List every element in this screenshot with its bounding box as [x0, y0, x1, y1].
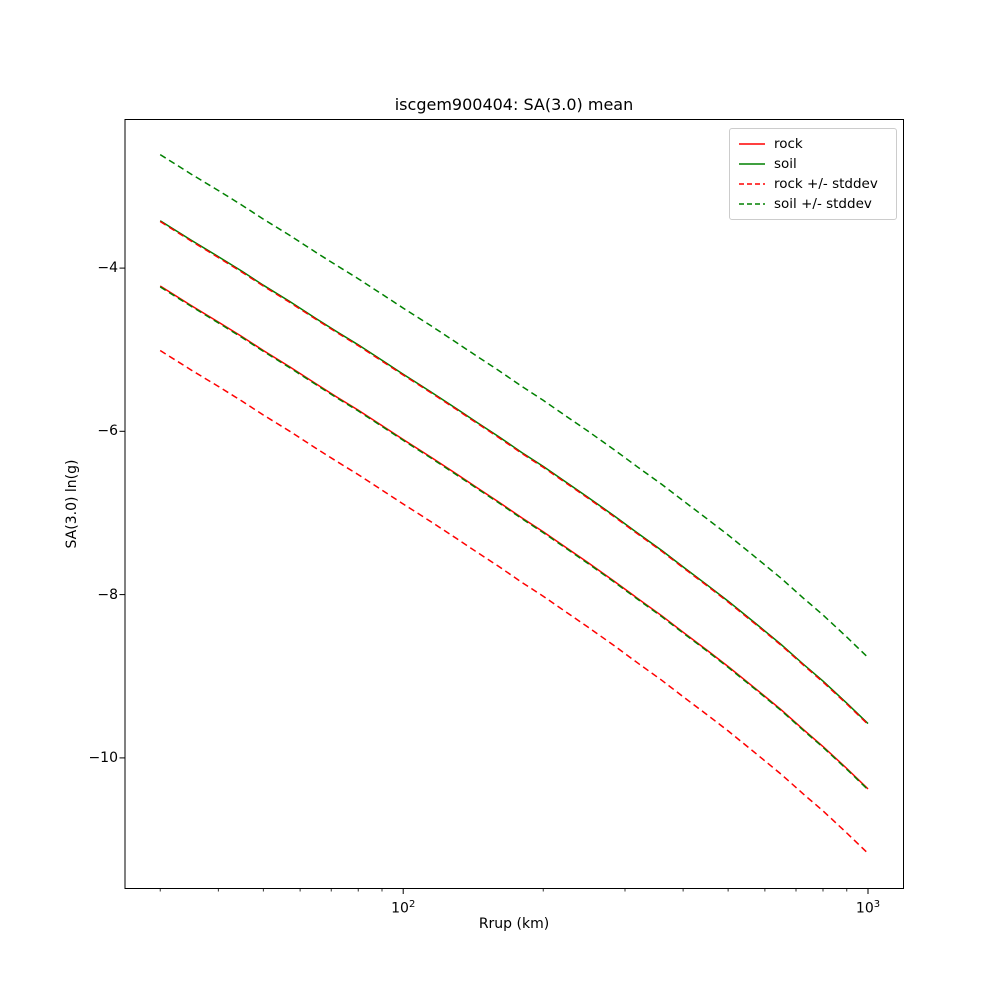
series-soil-stddev	[159, 153, 869, 659]
y-tick-label: −4	[97, 260, 118, 277]
legend-item-soil: soil	[738, 154, 888, 174]
axes-frame	[124, 119, 904, 889]
legend-item-soil-stddev: soil +/- stddev	[738, 194, 888, 214]
legend-line-soil	[739, 163, 765, 165]
x-tick-label: 103	[855, 899, 881, 917]
legend-item-rock-stddev: rock +/- stddev	[738, 174, 888, 194]
x-axis-label: Rrup (km)	[478, 916, 550, 932]
y-tick-label: −8	[97, 586, 118, 603]
series-soil	[159, 220, 869, 725]
legend-item-rock: rock	[738, 134, 888, 154]
series-rock-stddev	[159, 349, 869, 854]
legend-label-rock: rock	[774, 136, 803, 152]
series-soil-stddev	[159, 286, 869, 791]
legend-line-rock	[739, 143, 765, 145]
y-tick-label: −10	[88, 749, 118, 766]
legend-line-rock-stddev	[739, 183, 765, 185]
legend-label-soil: soil	[774, 156, 797, 172]
y-axis-label: SA(3.0) ln(g)	[64, 459, 80, 549]
series-rock-stddev	[159, 220, 869, 725]
series-rock	[159, 285, 869, 790]
legend: rock soil rock +/- stddev soil +/- stdde…	[729, 128, 897, 220]
x-tick-label: 102	[391, 899, 416, 917]
legend-label-soil-stddev: soil +/- stddev	[774, 196, 872, 212]
chart-title: iscgem900404: SA(3.0) mean	[394, 95, 634, 114]
legend-label-rock-stddev: rock +/- stddev	[774, 176, 878, 192]
legend-line-soil-stddev	[739, 203, 765, 205]
y-tick-label: −6	[97, 423, 118, 440]
